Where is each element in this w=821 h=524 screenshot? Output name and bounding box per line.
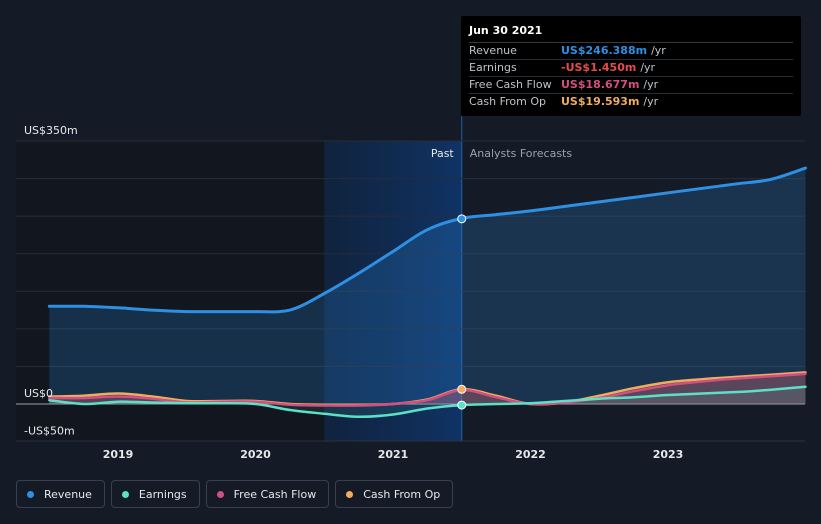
x-tick-label: 2019	[103, 448, 134, 461]
tooltip-row-revenue: Revenue US$246.388m /yr	[469, 43, 793, 60]
tooltip-label: Revenue	[469, 44, 517, 57]
past-label: Past	[431, 147, 455, 160]
series-area-earnings	[49, 386, 806, 417]
forecast-label: Analysts Forecasts	[470, 147, 573, 160]
highlight-point-earnings	[457, 400, 467, 410]
tooltip-value: US$19.593m	[561, 95, 640, 108]
tooltip-value: -US$1.450m	[561, 61, 637, 74]
tooltip-value: US$246.388m	[561, 44, 648, 57]
x-tick-label: 2021	[378, 448, 409, 461]
legend-label: Cash From Op	[363, 487, 441, 501]
y-tick-label: -US$50m	[24, 425, 75, 438]
highlight-point-cash-from-op	[457, 384, 467, 394]
legend-dot-icon	[121, 490, 129, 498]
series-line-free-cash-flow	[48, 372, 807, 407]
legend-label: Revenue	[44, 487, 92, 501]
tooltip-unit: /yr	[651, 44, 666, 57]
tooltip-label: Earnings	[469, 61, 517, 74]
tooltip-row-free-cash-flow: Free Cash Flow US$18.677m /yr	[469, 77, 793, 94]
y-tick-label: US$350m	[24, 124, 78, 137]
tooltip-row-cash-from-op: Cash From Op US$19.593m /yr	[469, 94, 793, 110]
legend-dot-icon	[27, 490, 34, 498]
legend: Revenue Earnings Free Cash Flow Cash Fro…	[16, 480, 454, 508]
x-tick-label: 2023	[653, 448, 684, 461]
tooltip-unit: /yr	[640, 61, 656, 74]
legend-item-earnings[interactable]: Earnings	[110, 480, 200, 508]
series-area-revenue	[49, 168, 806, 404]
legend-label: Free Cash Flow	[233, 487, 317, 501]
x-tick-label: 2020	[240, 448, 271, 461]
tooltip-unit: /yr	[643, 78, 659, 91]
x-tick-label: 2022	[515, 448, 546, 461]
highlight-point-revenue	[457, 214, 467, 224]
y-tick-label: US$0	[24, 387, 53, 400]
legend-item-cash-from-op[interactable]: Cash From Op	[335, 480, 454, 508]
tooltip: Jun 30 2021 Revenue US$246.388m /yr Earn…	[461, 16, 801, 116]
legend-item-free-cash-flow[interactable]: Free Cash Flow	[205, 480, 330, 508]
tooltip-label: Free Cash Flow	[469, 78, 552, 91]
tooltip-value: US$18.677m	[561, 78, 640, 91]
series-line-earnings	[48, 385, 807, 419]
tooltip-label: Cash From Op	[469, 95, 547, 108]
tooltip-date: Jun 30 2021	[469, 24, 793, 43]
legend-dot-icon	[216, 490, 224, 498]
legend-label: Earnings	[138, 487, 187, 501]
tooltip-row-earnings: Earnings -US$1.450m /yr	[469, 60, 793, 77]
tooltip-unit: /yr	[643, 95, 659, 108]
legend-dot-icon	[346, 490, 354, 498]
legend-item-revenue[interactable]: Revenue	[16, 480, 105, 508]
series-line-revenue	[47, 166, 807, 314]
